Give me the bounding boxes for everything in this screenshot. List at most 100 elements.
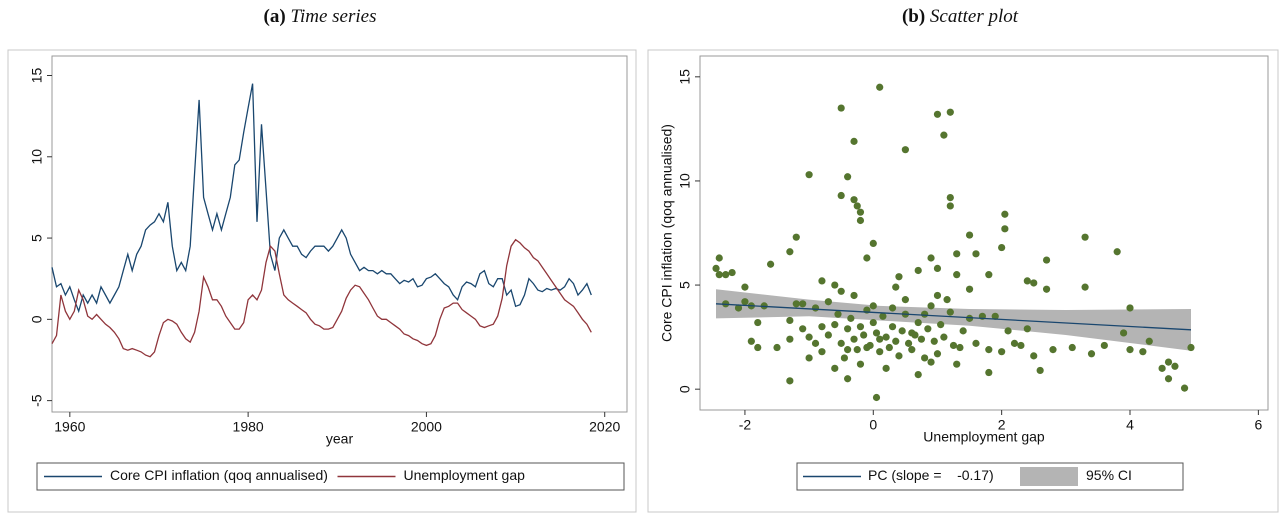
scatter-point: [946, 194, 954, 202]
scatter-point: [786, 377, 794, 385]
scatter-point: [1017, 341, 1025, 350]
scatter-point: [940, 333, 948, 341]
scatter-point: [953, 360, 961, 368]
scatter-point: [715, 254, 723, 262]
y-tick-label: 10: [677, 173, 693, 189]
scatter-point: [998, 243, 1006, 252]
x-tick-label: 2: [998, 417, 1006, 433]
scatter-point: [805, 333, 813, 341]
scatter-point: [799, 325, 807, 333]
scatter-point: [850, 196, 858, 204]
scatter-point: [837, 191, 845, 200]
x-axis-title: Unemployment gap: [923, 429, 1045, 445]
scatter-point: [921, 310, 929, 318]
scatter-point: [892, 283, 900, 291]
scatter-point: [1023, 325, 1031, 333]
caption: (a) Time series: [264, 6, 377, 27]
scatter-point: [1087, 350, 1096, 358]
legend-swatch: [1020, 467, 1078, 486]
plot-frame: [699, 55, 1269, 411]
scatter-point: [1081, 283, 1089, 291]
scatter-point: [965, 231, 974, 239]
y-tick-label: 15: [677, 69, 693, 85]
scatter-point: [937, 321, 945, 329]
legend-box: [36, 462, 625, 491]
scatter-point: [1001, 225, 1009, 233]
scatter-point: [1180, 384, 1189, 392]
scatter-point: [965, 314, 974, 322]
scatter-point: [872, 393, 881, 402]
scatter-point: [818, 348, 826, 356]
scatter-point: [1113, 248, 1121, 256]
scatter-point: [985, 346, 993, 354]
scatter-point: [1126, 304, 1134, 312]
scatter-point: [818, 323, 826, 331]
scatter-point: [953, 271, 961, 279]
y-tick-label: 0: [29, 315, 45, 323]
scatter-point: [1004, 327, 1012, 335]
scatter-point: [879, 312, 887, 320]
scatter-point: [933, 350, 942, 358]
legend-box: [796, 462, 1184, 491]
scatter-point: [1030, 352, 1038, 360]
scatter-point: [831, 281, 839, 289]
scatter-point: [946, 308, 954, 316]
scatter-point: [837, 104, 845, 112]
x-tick-label: 2020: [589, 419, 620, 435]
legend-label: 95% CI: [1086, 467, 1132, 483]
scatter-point: [953, 250, 961, 258]
scatter-point: [786, 248, 794, 256]
scatter-point: [847, 314, 855, 322]
x-tick-label: 2000: [411, 419, 442, 435]
scatter-point: [811, 339, 820, 347]
scatter-point: [888, 304, 897, 312]
caption: (b) Scatter plot: [902, 6, 1019, 27]
data-line: [51, 238, 592, 358]
scatter-point: [965, 285, 974, 293]
scatter-point: [860, 331, 868, 339]
scatter-point: [876, 83, 884, 91]
scatter-point: [1036, 366, 1044, 375]
scatter-point: [850, 137, 858, 145]
ci-band: [716, 289, 1191, 351]
scatter-point: [1068, 343, 1076, 352]
scatter-point: [1119, 329, 1128, 337]
scatter-point: [908, 329, 916, 337]
scatter-point: [933, 291, 942, 300]
scatter-point: [991, 312, 999, 320]
scatter-point: [914, 371, 922, 379]
scatter-point: [869, 302, 877, 310]
scatter-point: [1030, 279, 1038, 287]
fit-line: [715, 303, 1192, 331]
scatter-point: [924, 325, 932, 333]
scatter-point: [853, 346, 861, 354]
legend-label: Core CPI inflation (qoq annualised): [110, 467, 328, 483]
scatter-point: [1001, 210, 1009, 218]
scatter-point: [734, 304, 743, 312]
scatter-point: [933, 264, 942, 272]
scatter-point: [946, 108, 954, 116]
scatter-point: [773, 343, 781, 352]
scatter-point: [863, 254, 871, 262]
scatter-point: [885, 343, 893, 352]
scatter-point: [1042, 256, 1051, 264]
x-tick-label: 1980: [233, 419, 264, 435]
x-tick-label: 6: [1254, 417, 1262, 433]
scatter-point: [888, 323, 897, 331]
scatter-point: [837, 339, 845, 347]
scatter-point: [985, 368, 993, 377]
y-tick-label: 10: [29, 149, 45, 165]
scatter-point: [876, 348, 884, 356]
caption-title: Scatter plot: [930, 6, 1019, 27]
x-tick-label: 1960: [54, 419, 85, 435]
scatter-point: [850, 291, 858, 300]
scatter-point: [741, 298, 749, 306]
caption-tag: (a): [264, 6, 286, 27]
scatter-point: [898, 327, 906, 335]
scatter-point: [927, 358, 935, 366]
scatter-point: [853, 202, 861, 210]
scatter-point: [856, 360, 865, 368]
x-axis-title: year: [326, 431, 354, 447]
scatter-point: [786, 335, 794, 343]
scatter-point: [844, 375, 852, 383]
